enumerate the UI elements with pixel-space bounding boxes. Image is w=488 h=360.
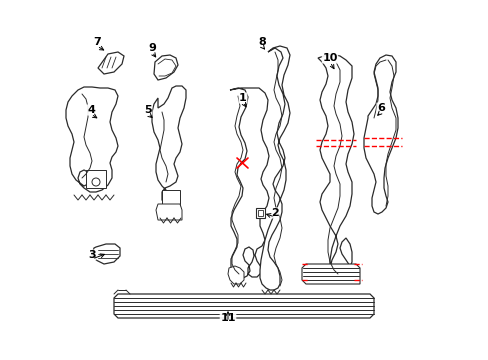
Polygon shape [258, 210, 263, 216]
Polygon shape [98, 52, 124, 74]
Circle shape [92, 178, 100, 186]
Polygon shape [229, 88, 268, 278]
Polygon shape [92, 244, 120, 264]
Polygon shape [256, 208, 264, 218]
Text: 7: 7 [93, 37, 101, 47]
Text: 11: 11 [220, 313, 235, 323]
Polygon shape [156, 204, 182, 220]
Polygon shape [86, 170, 106, 188]
Polygon shape [66, 87, 118, 192]
Text: 10: 10 [322, 53, 337, 63]
Text: 4: 4 [87, 105, 95, 115]
Polygon shape [114, 294, 373, 318]
Polygon shape [227, 266, 244, 284]
Text: 1: 1 [239, 93, 246, 103]
Polygon shape [363, 55, 397, 214]
Polygon shape [260, 46, 289, 290]
Text: 2: 2 [270, 208, 278, 218]
Text: 9: 9 [148, 43, 156, 53]
Polygon shape [152, 86, 185, 206]
Text: 8: 8 [258, 37, 265, 47]
Text: 3: 3 [88, 250, 96, 260]
Polygon shape [162, 190, 180, 207]
Text: 5: 5 [144, 105, 151, 115]
Text: 6: 6 [376, 103, 384, 113]
Polygon shape [154, 55, 178, 80]
Polygon shape [317, 54, 353, 282]
Polygon shape [302, 264, 359, 284]
